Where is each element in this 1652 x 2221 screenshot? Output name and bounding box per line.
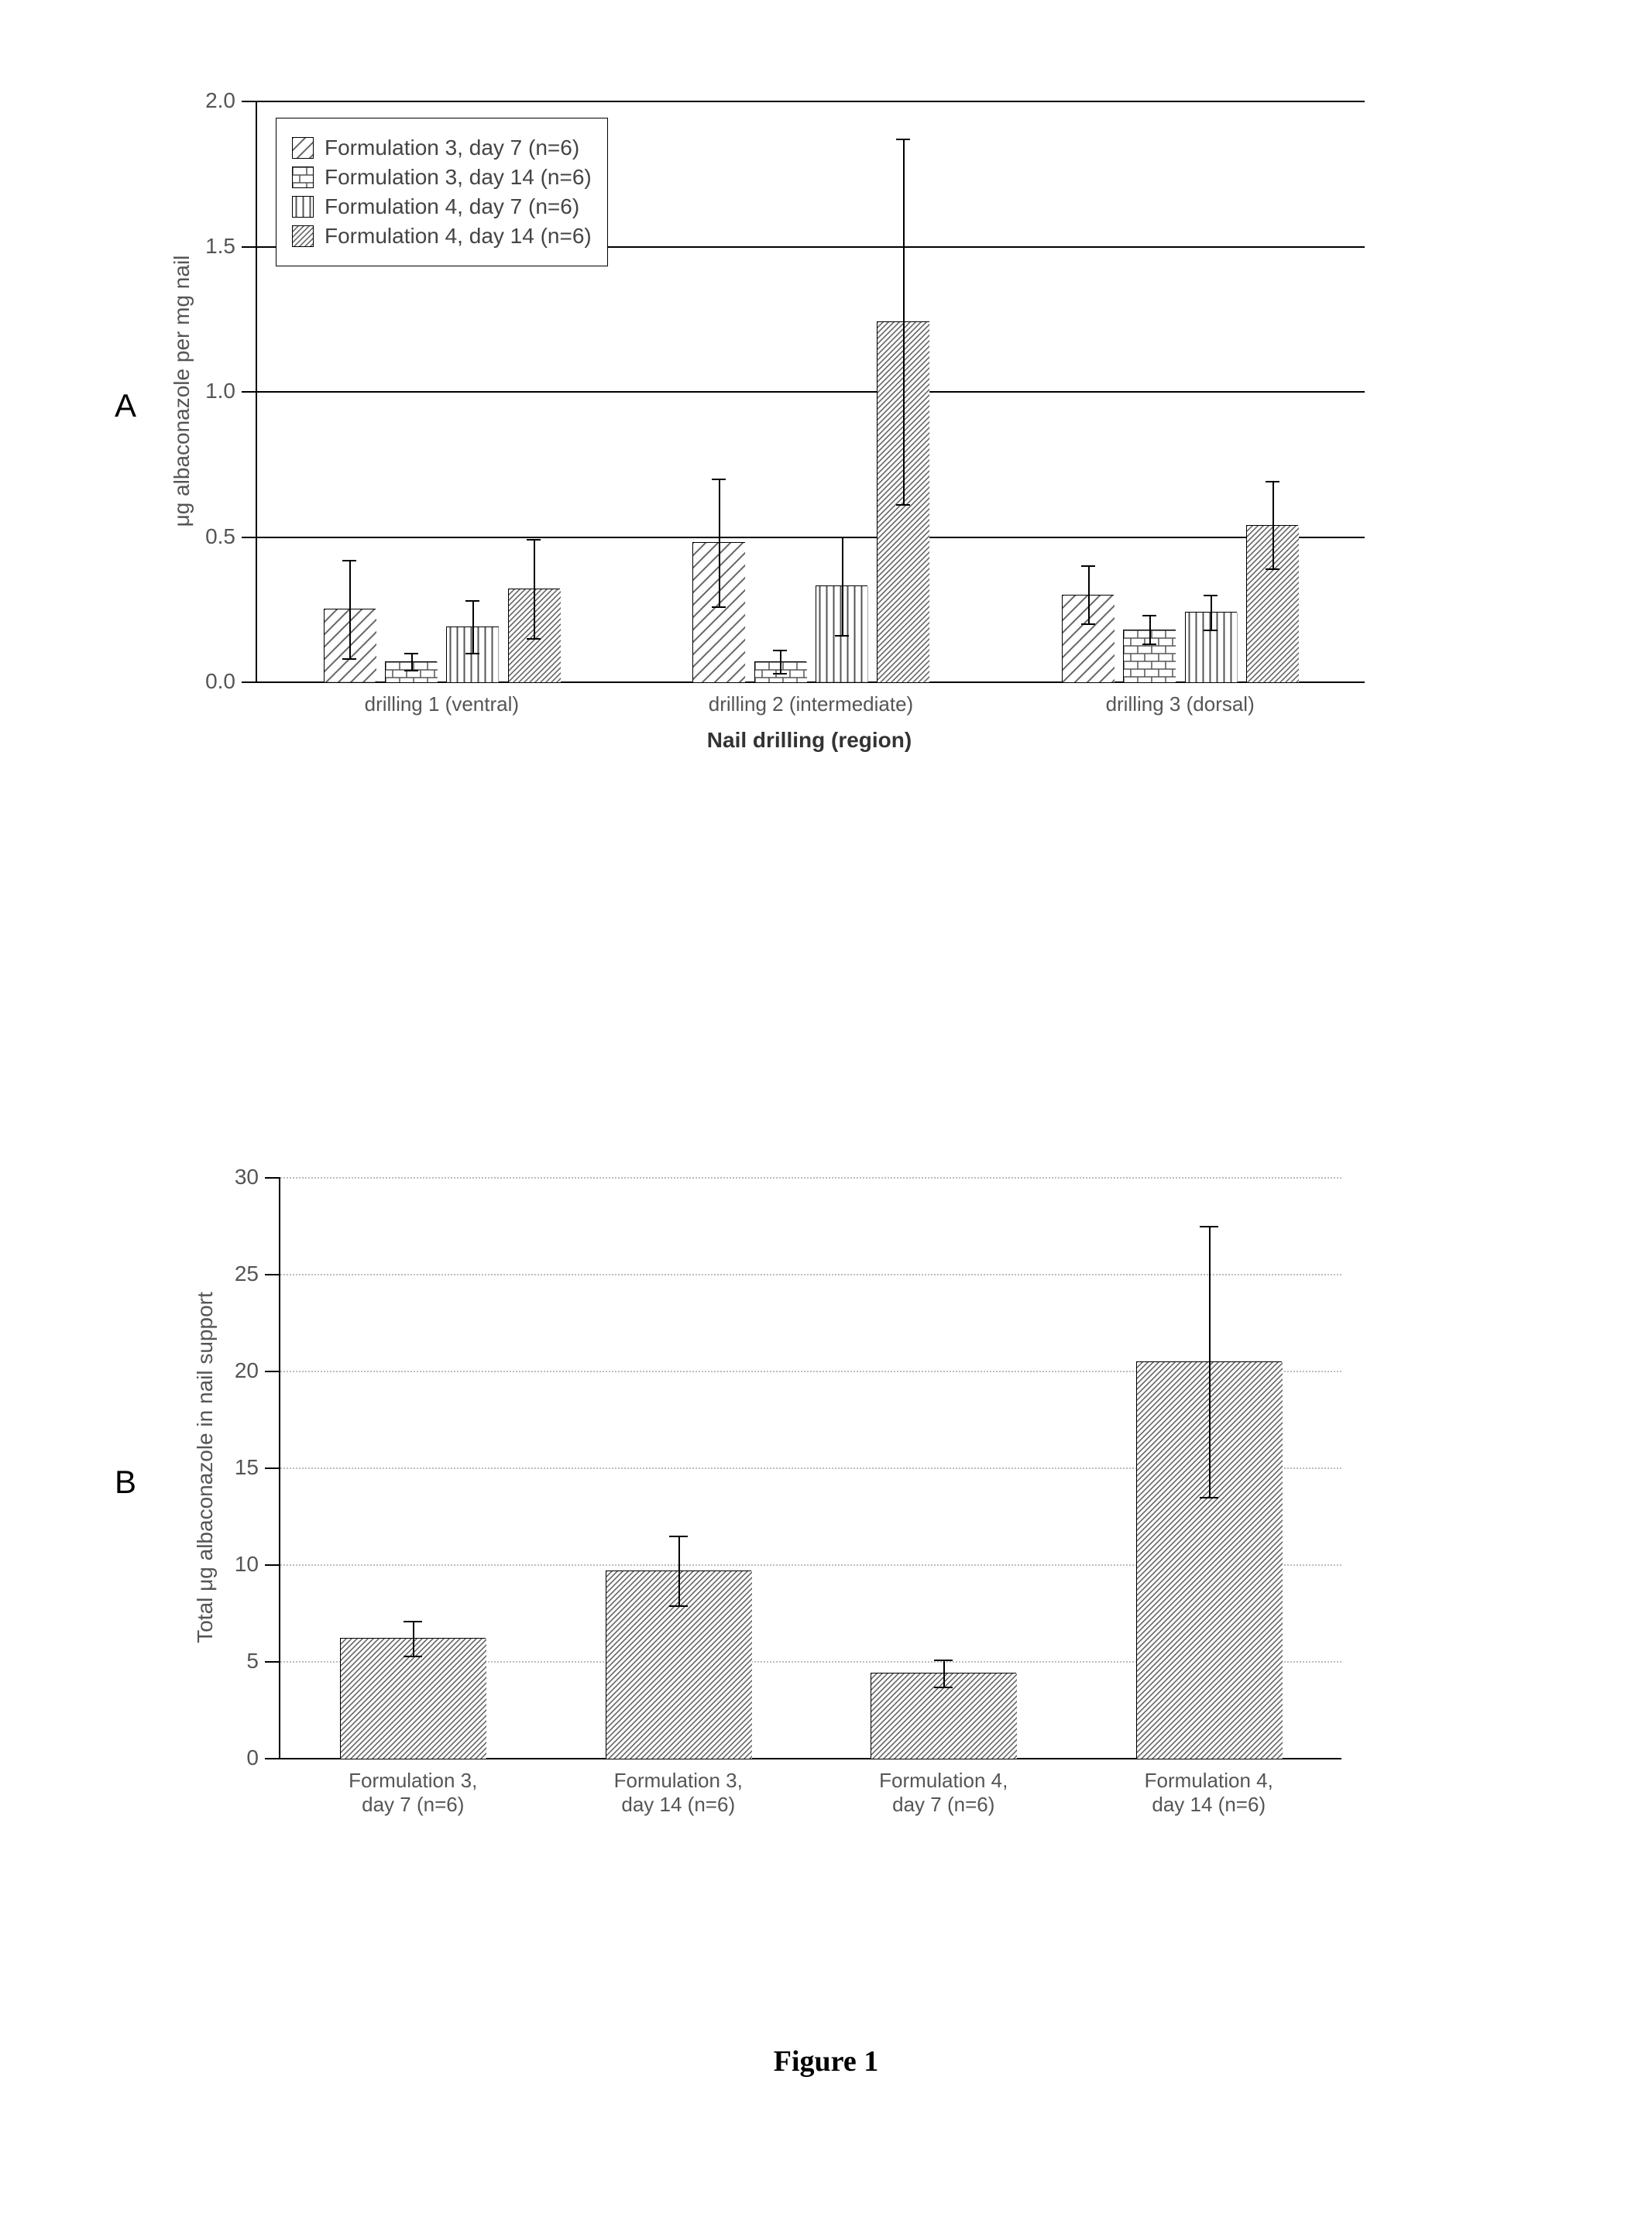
legend-swatch: [292, 166, 314, 188]
legend-item: Formulation 4, day 7 (n=6): [292, 194, 592, 219]
legend-swatch: [292, 196, 314, 218]
chart-a-category-label: drilling 2 (intermediate): [709, 681, 913, 716]
page: A 0.00.51.01.52.0drilling 1 (ventral)dri…: [0, 0, 1652, 2221]
chart-b-ytick: 5: [246, 1649, 280, 1673]
legend-item: Formulation 4, day 14 (n=6): [292, 224, 592, 249]
chart-a-ytick: 2.0: [205, 88, 257, 113]
legend-label: Formulation 4, day 7 (n=6): [325, 194, 579, 219]
chart-a-ytick: 1.5: [205, 234, 257, 259]
chart-b-ytick: 15: [235, 1455, 280, 1480]
chart-b-ytick: 0: [246, 1746, 280, 1770]
legend-label: Formulation 3, day 14 (n=6): [325, 165, 592, 190]
chart-a-ytick: 0.0: [205, 669, 257, 694]
chart-b-category-label: Formulation 4, day 7 (n=6): [818, 1758, 1070, 1817]
chart-b-ytick: 20: [235, 1358, 280, 1383]
legend-item: Formulation 3, day 14 (n=6): [292, 165, 592, 190]
legend-label: Formulation 4, day 14 (n=6): [325, 224, 592, 249]
chart-b-y-title: Total μg albaconazole in nail support: [193, 1292, 218, 1643]
chart-b-ytick: 30: [235, 1165, 280, 1189]
legend-item: Formulation 3, day 7 (n=6): [292, 136, 592, 160]
chart-a-y-title: μg albaconazole per mg nail: [170, 256, 194, 527]
chart-a-ytick: 1.0: [205, 379, 257, 403]
legend-swatch: [292, 137, 314, 159]
chart-b-category-label: Formulation 4, day 14 (n=6): [1083, 1758, 1334, 1817]
chart-a-legend: Formulation 3, day 7 (n=6) Formulation 3,…: [276, 118, 608, 266]
chart-a-category-label: drilling 3 (dorsal): [1106, 681, 1255, 716]
chart-a-category-label: drilling 1 (ventral): [365, 681, 519, 716]
legend-swatch: [292, 225, 314, 247]
chart-b: 051015202530Formulation 3, day 7 (n=6)Fo…: [0, 1146, 1549, 1728]
legend-label: Formulation 3, day 7 (n=6): [325, 136, 579, 160]
chart-a-ytick: 0.5: [205, 524, 257, 549]
chart-a-plot: 0.00.51.01.52.0drilling 1 (ventral)drill…: [256, 101, 1365, 683]
chart-b-category-label: Formulation 3, day 14 (n=6): [552, 1758, 804, 1817]
chart-b-category-label: Formulation 3, day 7 (n=6): [287, 1758, 539, 1817]
chart-b-plot: 051015202530Formulation 3, day 7 (n=6)Fo…: [279, 1177, 1341, 1759]
figure-caption: Figure 1: [774, 2044, 878, 2079]
chart-b-ytick: 10: [235, 1552, 280, 1577]
chart-b-ytick: 25: [235, 1262, 280, 1286]
chart-a: 0.00.51.01.52.0drilling 1 (ventral)drill…: [0, 0, 1549, 582]
chart-a-x-title: Nail drilling (region): [707, 728, 912, 753]
